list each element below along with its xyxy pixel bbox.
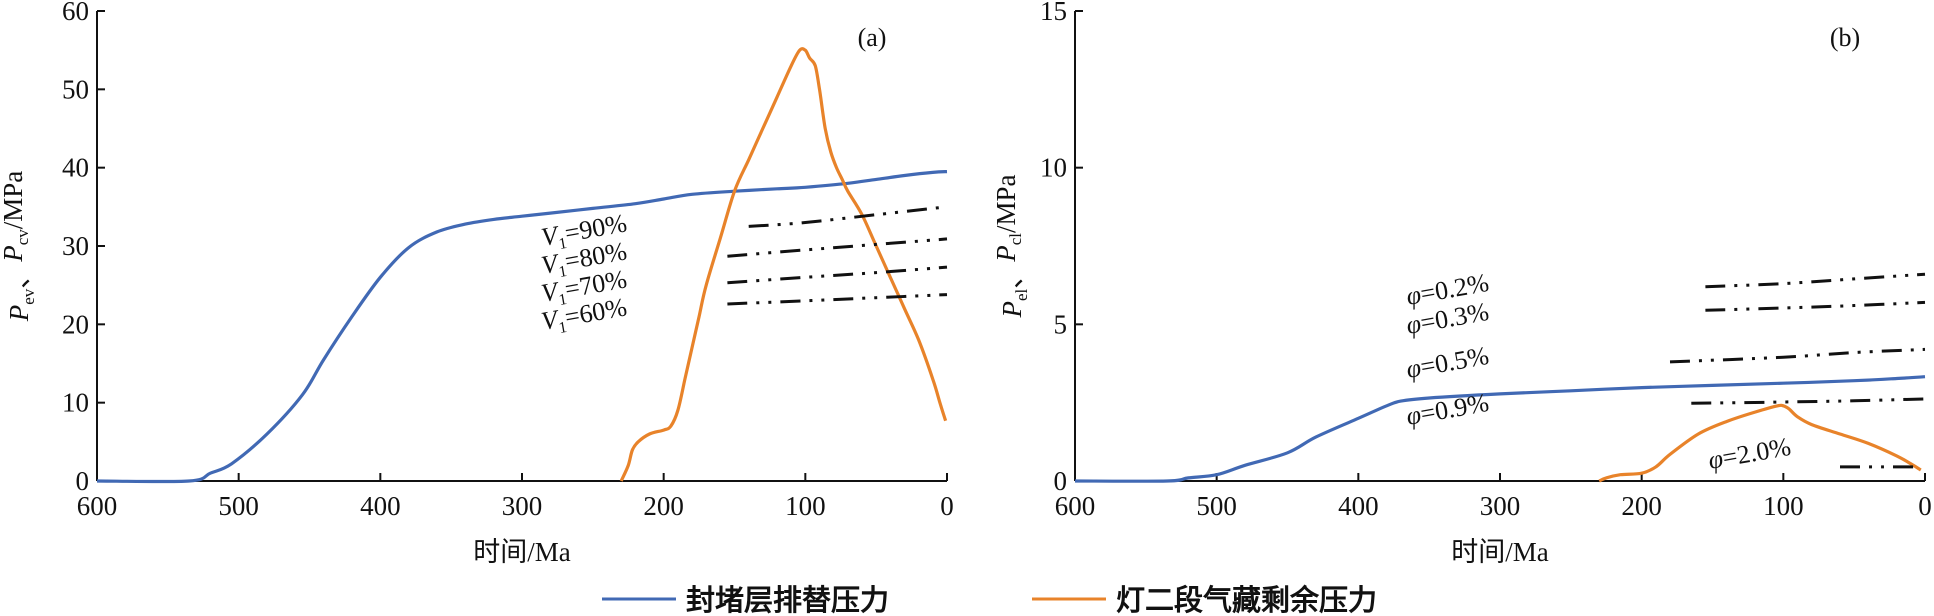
x-tick-label: 400	[360, 491, 401, 521]
legend: 封堵层排替压力 灯二段气藏剩余压力	[602, 583, 1377, 616]
curve-annotation: φ=0.9%	[1404, 388, 1491, 431]
curve-annotation: φ=2.0%	[1706, 432, 1793, 475]
y-axis-label-part: P	[0, 245, 28, 263]
x-tick-label: 400	[1338, 491, 1379, 521]
annotation-symbol: φ	[1404, 353, 1423, 384]
annotation-symbol: φ	[1404, 400, 1423, 431]
series-line-v1-70-4	[727, 265, 948, 285]
legend-label-gas-pressure: 灯二段气藏剩余压力	[1116, 583, 1377, 616]
x-tick-label: 100	[1763, 491, 1804, 521]
series-line-0-5-4	[1669, 347, 1926, 364]
y-tick-label: 0	[1054, 466, 1068, 496]
x-tick-label: 300	[1480, 491, 1521, 521]
y-axis-label-part: P	[997, 301, 1027, 319]
annotation-symbol: φ	[1404, 309, 1423, 340]
annotation-value: =2.0%	[1720, 432, 1793, 473]
y-tick-label: 40	[62, 153, 89, 183]
annotation-subscript: 1	[557, 319, 568, 337]
series-line-v1-90-2	[748, 205, 948, 228]
curve-annotation: φ=0.5%	[1404, 341, 1491, 384]
panel-a: 600 500 400 300 200 100 0 0 10 20 30 40 50 60 时间/Ma Pev…	[0, 0, 954, 567]
y-tick-label: 10	[1040, 153, 1067, 183]
x-tick-label: 0	[1918, 491, 1932, 521]
x-tick-label: 600	[77, 491, 118, 521]
x-tick-label: 500	[218, 491, 259, 521]
series-line-0-2-2	[1705, 272, 1926, 289]
y-axis-label: Pev、Pcv/MPa	[0, 171, 38, 323]
x-tick-label: 500	[1196, 491, 1237, 521]
series-line-0-9-5	[1691, 397, 1926, 405]
series-line-v1-60-5	[727, 293, 948, 306]
y-axis-label-part: /MPa	[991, 174, 1021, 233]
y-axis-label-part: P	[991, 245, 1021, 263]
panel-b: 600 500 400 300 200 100 0051015时间/MaPel、Pcl/MP…	[991, 0, 1932, 567]
y-axis-label-part: 、	[4, 262, 34, 289]
y-axis-label-part: el	[1012, 288, 1031, 301]
series-line-0-3-3	[1705, 300, 1926, 312]
y-axis-label-part: 、	[997, 262, 1027, 289]
annotation-subscript: 1	[557, 235, 568, 253]
legend-label-seal-pressure: 封堵层排替压力	[686, 584, 889, 616]
series-line-series-0	[1074, 375, 1926, 483]
x-tick-label: 200	[1621, 491, 1662, 521]
x-axis-label: 时间/Ma	[1451, 537, 1549, 567]
annotation-symbol: φ	[1706, 444, 1725, 475]
x-tick-label: 0	[940, 491, 954, 521]
x-axis-label: 时间/Ma	[473, 537, 571, 567]
y-axis-label-part: /MPa	[0, 171, 28, 230]
x-tick-label: 200	[643, 491, 684, 521]
y-axis-label-part: cv	[13, 229, 32, 246]
y-tick-label: 15	[1040, 0, 1067, 26]
y-axis-label-part: cl	[1006, 233, 1025, 246]
panel-label: (a)	[858, 23, 887, 52]
annotation-value: =0.9%	[1418, 388, 1491, 429]
annotation-subscript: 1	[557, 263, 568, 281]
y-tick-label: 5	[1054, 309, 1068, 339]
series-line-v1-80-3	[727, 237, 948, 258]
annotation-subscript: 1	[557, 291, 568, 309]
annotation-value: =0.5%	[1418, 341, 1491, 382]
x-tick-label: 100	[785, 491, 826, 521]
x-tick-label: 300	[502, 491, 543, 521]
series-line-series-1	[619, 47, 948, 482]
annotation-symbol: φ	[1404, 280, 1423, 311]
y-tick-label: 0	[76, 466, 90, 496]
series-line-series-0	[96, 170, 948, 484]
y-axis-label-part: P	[4, 305, 34, 323]
y-axis-label: Pel、Pcl/MPa	[991, 174, 1031, 318]
y-axis-label-part: ev	[19, 288, 38, 305]
y-tick-label: 60	[62, 0, 89, 26]
panel-label: (b)	[1830, 23, 1860, 52]
series-line-series-1	[1598, 403, 1922, 483]
y-tick-label: 10	[62, 388, 89, 418]
y-tick-label: 30	[62, 231, 89, 261]
x-tick-label: 600	[1055, 491, 1096, 521]
y-tick-label: 50	[62, 74, 89, 104]
y-tick-label: 20	[62, 309, 89, 339]
